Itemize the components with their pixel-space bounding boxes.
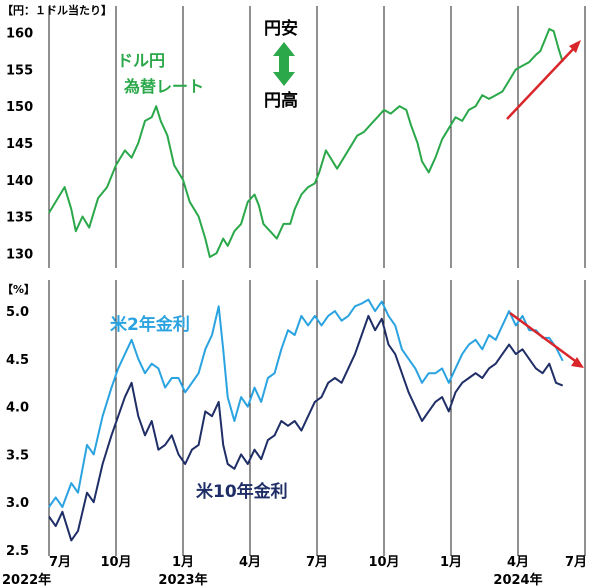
bottom-y-tick-label: 4.5 [6,353,29,368]
bottom-y-tick-label: 3.0 [6,496,29,511]
x-tick-label: 4月 [507,555,529,570]
top-y-tick-label: 130 [6,247,33,262]
usd-jpy-series-label-line2: 為替レート [124,77,204,96]
x-tick-label: 10月 [368,555,399,570]
x-tick-label: 7月 [49,555,71,570]
us-2y-yield-line [48,298,564,508]
bottom-unit-label: 【%】 [2,283,35,296]
x-tick-year-label: 2022年 [2,572,51,588]
bottom-y-tick-label: 2.5 [6,544,29,559]
yen-weak-label: 円安 [264,18,298,39]
top-unit-label: 【円：１ドル当たり】 [2,3,112,17]
bottom-trend-arrow [509,311,584,368]
x-tick-label: 7月 [306,555,328,570]
double-arrow-icon [273,42,295,86]
top-y-tick-label: 135 [6,211,33,226]
top-y-tick-label: 150 [6,100,33,115]
bottom-y-tick-label: 4.0 [6,401,29,416]
top-trend-arrow [506,40,581,120]
top-y-tick-label: 145 [6,137,33,152]
x-tick-label: 4月 [239,555,261,570]
x-tick-label: 7月 [565,555,587,570]
x-tick-label: 1月 [172,555,194,570]
top-y-tick-label: 140 [6,174,33,189]
bottom-panel: 【%】 2.5 3.0 3.5 4.0 4.5 5.0 米2年金利 米10年金利 7月 20… [2,280,587,588]
us-2y-series-label: 米2年金利 [110,314,190,335]
x-tick-label: 10月 [100,555,131,570]
bottom-y-tick-label: 5.0 [6,305,29,320]
x-tick-year-label: 2024年 [493,572,542,588]
us-10y-series-label: 米10年金利 [196,481,288,502]
x-tick-label: 1月 [440,555,462,570]
bottom-gridlines [48,280,586,556]
top-y-tick-label: 160 [6,27,33,42]
x-tick-year-label: 2023年 [158,572,207,588]
top-y-ticks: 130 135 140 145 150 155 160 [6,27,33,263]
x-axis-ticks: 7月 2022年 10月 1月 2023年 4月 7月 10月 1月 4月 2024年 7月 [2,555,587,588]
top-y-tick-label: 155 [6,63,33,78]
usd-jpy-series-label-line1: ドル円 [117,51,165,70]
us-10y-yield-line [48,314,564,542]
top-panel: 【円：１ドル当たり】 130 135 140 145 150 155 160 ドル円 為替レ… [2,3,586,268]
bottom-y-ticks: 2.5 3.0 3.5 4.0 4.5 5.0 [6,305,29,559]
usd-jpy-line [48,28,564,258]
top-gridlines [48,6,586,268]
bottom-y-tick-label: 3.5 [6,448,29,463]
yen-strong-label: 円高 [264,90,298,111]
